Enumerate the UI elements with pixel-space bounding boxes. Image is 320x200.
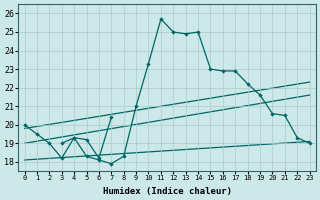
X-axis label: Humidex (Indice chaleur): Humidex (Indice chaleur) [103,187,232,196]
